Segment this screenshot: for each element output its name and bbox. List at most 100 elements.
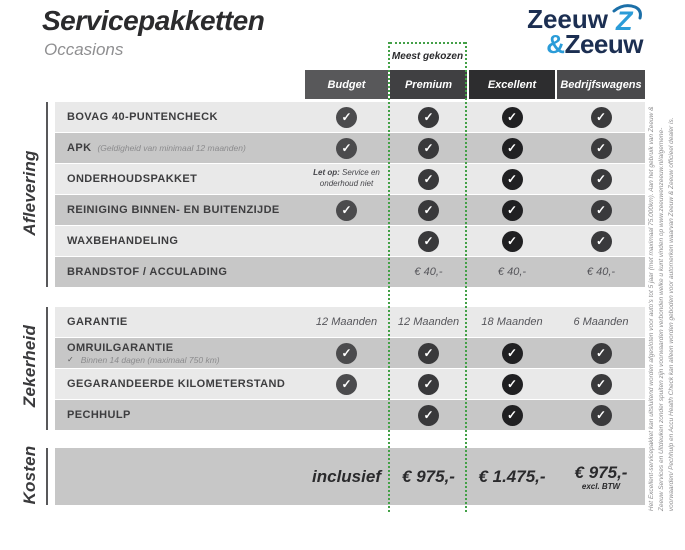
- check-icon: ✓: [418, 404, 439, 426]
- page-title: Servicepakketten: [42, 5, 265, 36]
- kosten-bedrijfswagens: € 975,- excl. BTW: [574, 462, 628, 491]
- check-cell: ✓: [390, 226, 467, 256]
- page-subtitle: Occasions: [44, 40, 124, 59]
- check-icon: ✓: [336, 137, 357, 159]
- check-icon: ✓: [590, 168, 612, 190]
- row-label: BRANDSTOF / ACCULADING: [67, 266, 228, 278]
- cell-text: 12 Maanden: [397, 316, 460, 328]
- logo-ampersand: &: [546, 29, 565, 59]
- check-cell: ✓: [390, 195, 467, 225]
- check-cell: ✓: [305, 195, 388, 225]
- column-header-label: Excellent: [487, 78, 537, 91]
- check-cell: ✓: [469, 164, 555, 194]
- check-cell: ✓: [557, 133, 645, 163]
- cell-text: € 40,-: [497, 266, 527, 278]
- logo-line-2: &Zeeuw: [527, 31, 643, 57]
- table-row-pechhulp: PECHHULP ✓ ✓ ✓: [55, 400, 645, 430]
- row-subnote: ✓ Binnen 14 dagen (maximaal 750 km): [67, 354, 220, 365]
- check-cell: ✓: [469, 369, 555, 399]
- check-cell: ✓: [469, 400, 555, 430]
- table-row-brandstof: BRANDSTOF / ACCULADING € 40,- € 40,- € 40,…: [55, 257, 645, 287]
- table-row-waxbehandeling: WAXBEHANDELING ✓ ✓ ✓: [55, 226, 645, 256]
- disclaimer-text: Het Excellent-servicepakket kan uitsluit…: [647, 106, 676, 512]
- row-label: REINIGING BINNEN- EN BUITENZIJDE: [67, 204, 280, 216]
- check-icon: ✓: [590, 106, 612, 128]
- check-cell: ✓: [305, 338, 388, 368]
- value-cell: 12 Maanden: [390, 307, 467, 337]
- table-row-reiniging: REINIGING BINNEN- EN BUITENZIJDE ✓ ✓ ✓ ✓: [55, 195, 645, 225]
- row-label: ONDERHOUDSPAKKET: [67, 173, 198, 185]
- logo-line-1: Zeeuw Z: [527, 4, 643, 34]
- check-cell: ✓: [390, 164, 467, 194]
- check-cell: ✓: [469, 133, 555, 163]
- check-cell: ✓: [469, 102, 555, 132]
- table-row-apk: APK (Geldigheid van minimaal 12 maanden) …: [55, 133, 645, 163]
- check-icon: ✓: [418, 168, 439, 190]
- check-cell: ✓: [557, 195, 645, 225]
- row-label: OMRUILGARANTIE ✓ Binnen 14 dagen (maximaa…: [67, 341, 220, 365]
- check-icon: ✓: [501, 342, 523, 364]
- check-icon: ✓: [418, 106, 439, 128]
- check-icon: ✓: [336, 106, 357, 128]
- meest-gekozen-badge: Meest gekozen: [390, 42, 465, 68]
- check-cell: ✓: [557, 338, 645, 368]
- empty-cell: [305, 257, 388, 287]
- check-icon: ✓: [418, 137, 439, 159]
- cell-text: € 40,-: [414, 266, 443, 278]
- section-divider-zekerheid: [46, 307, 48, 430]
- check-cell: ✓: [469, 195, 555, 225]
- value-cell: 18 Maanden: [469, 307, 555, 337]
- check-icon: ✓: [418, 230, 439, 252]
- cell-text: 18 Maanden: [481, 316, 543, 328]
- check-cell: ✓: [557, 226, 645, 256]
- check-cell: ✓: [390, 400, 467, 430]
- row-label: BOVAG 40-PUNTENCHECK: [67, 111, 218, 123]
- cell-text: 12 Maanden: [315, 316, 378, 328]
- check-cell: ✓: [305, 133, 388, 163]
- kosten-budget: inclusief: [312, 466, 381, 486]
- check-cell: ✓: [390, 338, 467, 368]
- row-label: APK (Geldigheid van minimaal 12 maanden): [67, 142, 246, 154]
- check-cell: ✓: [469, 226, 555, 256]
- row-label: GEGARANDEERDE KILOMETERSTAND: [67, 378, 286, 390]
- table-row-omruilgarantie: OMRUILGARANTIE ✓ Binnen 14 dagen (maximaa…: [55, 338, 645, 368]
- check-cell: ✓: [557, 400, 645, 430]
- check-cell: ✓: [390, 133, 467, 163]
- section-divider-aflevering: [46, 102, 48, 287]
- kosten-premium: € 975,-: [402, 466, 455, 486]
- zeeuw-z-swoosh-icon: Z: [612, 4, 642, 34]
- check-icon: ✓: [501, 137, 523, 159]
- cell-text: 6 Maanden: [573, 316, 629, 328]
- table-row-kilometerstand: GEGARANDEERDE KILOMETERSTAND ✓ ✓ ✓ ✓: [55, 369, 645, 399]
- check-icon: ✓: [590, 199, 612, 221]
- check-icon: ✓: [336, 373, 357, 395]
- check-cell: ✓: [305, 369, 388, 399]
- check-icon: ✓: [501, 404, 523, 426]
- column-header-label: Premium: [404, 78, 453, 91]
- column-header-bedrijfswagens: Bedrijfswagens: [557, 70, 645, 99]
- kosten-row: inclusief € 975,- € 1.475,- € 975,- excl.…: [55, 448, 645, 505]
- value-cell: 6 Maanden: [557, 307, 645, 337]
- logo-text-zeeuw-2: Zeeuw: [564, 29, 644, 59]
- value-cell: € 40,-: [469, 257, 555, 287]
- column-header-excellent: Excellent: [469, 70, 555, 99]
- kosten-excellent: € 1.475,-: [478, 466, 546, 486]
- check-icon: ✓: [590, 373, 612, 395]
- table-row-onderhoudspakket: ONDERHOUDSPAKKET Let op: Service en onde…: [55, 164, 645, 194]
- section-label-aflevering: Aflevering: [20, 150, 39, 236]
- servicepakketten-sheet: Servicepakketten Occasions Zeeuw Z &Zeeu…: [20, 4, 676, 512]
- check-cell: ✓: [390, 369, 467, 399]
- check-icon: ✓: [336, 199, 357, 221]
- check-icon: ✓: [590, 137, 612, 159]
- empty-cell: [305, 226, 388, 256]
- check-cell: ✓: [390, 102, 467, 132]
- logo-text-zeeuw: Zeeuw: [527, 4, 608, 34]
- check-cell: ✓: [469, 338, 555, 368]
- cell-text: € 40,-: [586, 266, 616, 278]
- value-cell: Let op: Service en onderhoud niet: [305, 164, 388, 194]
- empty-cell: [305, 400, 388, 430]
- check-icon: ✓: [590, 230, 612, 252]
- check-icon: ✓: [590, 342, 612, 364]
- check-icon: ✓: [501, 373, 523, 395]
- check-cell: ✓: [557, 102, 645, 132]
